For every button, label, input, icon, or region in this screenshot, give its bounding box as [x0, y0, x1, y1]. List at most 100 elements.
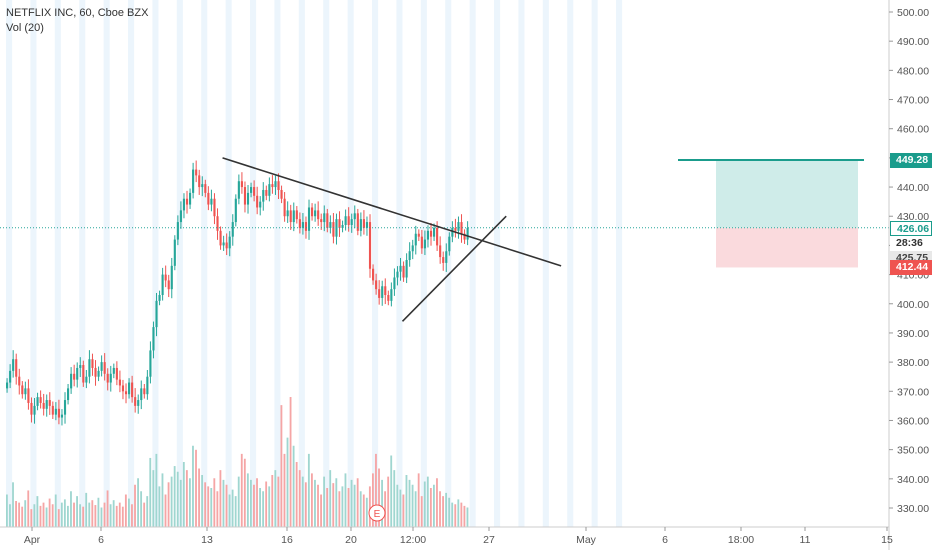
volume-bar: [91, 500, 94, 527]
volume-bar: [268, 486, 271, 527]
trendlines[interactable]: E: [222, 157, 562, 522]
volume-bar: [283, 453, 286, 527]
volume-bar: [390, 455, 393, 527]
candle-body: [457, 222, 460, 231]
candle-body: [378, 289, 381, 298]
volume-bar: [216, 491, 219, 527]
time-axis[interactable]: Apr 6 13 16 20 12:00 27 May 6 18:00 11 15: [0, 526, 893, 546]
volume-bar: [118, 502, 121, 527]
candle-body: [396, 271, 399, 278]
volume-bar: [48, 498, 51, 527]
volume-bar: [195, 449, 197, 527]
candle-body: [152, 327, 155, 351]
volume-bar: [280, 405, 283, 527]
volume-bar: [362, 494, 365, 527]
volume-bar: [207, 486, 210, 527]
candle-body: [350, 219, 353, 225]
risk-reward-zone[interactable]: [678, 158, 864, 268]
loss-zone[interactable]: [716, 227, 858, 268]
volume-bar: [463, 505, 466, 527]
session-stripe: [542, 0, 549, 527]
candle-body: [124, 391, 128, 395]
trendline-descending-resistance[interactable]: [222, 157, 562, 267]
volume-bar: [442, 496, 444, 527]
volume-bar: [368, 486, 371, 527]
profit-zone[interactable]: [716, 159, 858, 228]
candle-body: [246, 192, 250, 205]
session-stripe: [225, 0, 232, 527]
session-stripe: [128, 0, 135, 527]
volume-bar: [42, 502, 45, 527]
volume-bar: [222, 479, 225, 527]
candle-body: [256, 195, 259, 208]
candle-body: [170, 265, 173, 290]
candle-body: [231, 222, 234, 237]
candle-body: [88, 359, 91, 377]
volume-bar: [445, 492, 448, 527]
candle-body: [51, 405, 54, 415]
candle-body: [225, 242, 228, 249]
volume-bar: [18, 502, 21, 527]
volume-bar: [201, 475, 204, 527]
candle-body: [289, 210, 292, 223]
candle-body: [320, 219, 323, 223]
candle-body: [372, 268, 375, 281]
volume-bar: [289, 397, 292, 527]
candle-body: [155, 300, 158, 328]
candle-body: [201, 184, 204, 188]
candle-body: [411, 245, 414, 252]
volume-bar: [15, 501, 17, 527]
candle-body: [179, 210, 182, 223]
volume-bar: [161, 473, 164, 527]
trendline-ascending-support[interactable]: [401, 215, 507, 322]
candle-body: [143, 388, 146, 395]
candle-body: [271, 184, 274, 188]
session-stripe: [250, 0, 257, 527]
session-stripe: [396, 0, 403, 527]
candle-body: [185, 198, 189, 205]
session-stripe: [347, 0, 354, 527]
candle-body: [146, 376, 149, 395]
volume-bar: [149, 457, 152, 527]
candle-body: [405, 260, 408, 278]
candle-body: [234, 198, 237, 223]
candle-body: [463, 233, 466, 240]
time-tick-label: 11: [800, 534, 811, 546]
session-stripe: [372, 0, 379, 527]
volume-bar: [402, 494, 405, 527]
candle-body: [283, 198, 286, 217]
earnings-marker[interactable]: E: [368, 504, 386, 522]
volume-bar: [173, 466, 176, 527]
price-axis[interactable]: 500.00490.00480.00470.00460.00450.00440.…: [888, 0, 929, 550]
candle-body: [344, 216, 347, 225]
candle-body: [100, 362, 103, 371]
volume-bar: [94, 505, 97, 527]
candle-body: [298, 219, 301, 228]
symbol-title: NETFLIX INC, 60, Cboe BZX: [6, 7, 149, 19]
price-tick-label: 470.00: [897, 95, 929, 107]
candle-body: [353, 213, 356, 220]
candle-body: [301, 222, 304, 228]
candle-body: [195, 169, 198, 176]
candle-body: [109, 373, 112, 383]
candle-body: [326, 213, 329, 228]
volume-bar: [256, 478, 258, 527]
price-tick-label: 460.00: [897, 124, 929, 136]
volume-bar: [82, 506, 85, 527]
volume-bar: [332, 483, 335, 527]
session-stripe: [6, 0, 13, 527]
candle-body: [176, 222, 179, 240]
candle-body: [182, 198, 186, 211]
session-stripe: [469, 0, 476, 527]
volume-bar: [466, 507, 469, 527]
session-stripe: [79, 0, 86, 527]
volume-bar: [124, 494, 127, 527]
candle-body: [192, 169, 195, 193]
volume-bar: [21, 506, 24, 527]
volume-bar: [411, 484, 414, 527]
volume-bar: [158, 486, 161, 527]
candle-body: [128, 382, 131, 395]
volume-bar: [429, 488, 432, 527]
